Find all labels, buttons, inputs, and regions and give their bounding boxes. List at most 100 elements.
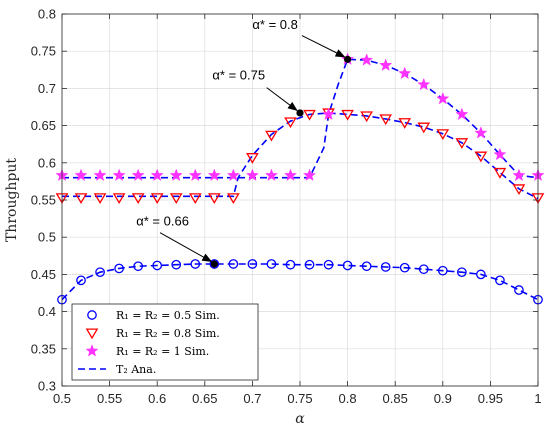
data-point-star (283, 168, 298, 182)
data-point-circle (304, 259, 315, 270)
data-point-triangle-down (93, 193, 107, 204)
legend-marker-circle (87, 310, 97, 320)
data-point-circle (114, 263, 124, 274)
x-tick-label: 0.85 (383, 391, 408, 406)
data-point-triangle-down (207, 193, 221, 204)
y-tick-label: 0.65 (31, 118, 56, 133)
data-point-triangle-down (417, 122, 431, 134)
data-point-circle (247, 259, 258, 269)
legend-entry-label: R₁ = R₂ = 1 Sim. (116, 345, 209, 358)
data-point-circle (476, 269, 486, 280)
annotation-arrow (266, 87, 298, 112)
x-tick-label: 1 (534, 391, 541, 406)
legend-entry-label: R₁ = R₂ = 0.5 Sim. (116, 309, 220, 322)
x-tick-label: 0.7 (243, 391, 261, 406)
data-point-circle (495, 275, 505, 286)
data-point-triangle-down (265, 130, 278, 142)
data-point-star (207, 168, 221, 182)
data-point-circle (228, 259, 239, 269)
data-point-circle (190, 259, 201, 269)
data-point-circle (76, 275, 86, 286)
data-point-circle (266, 259, 277, 269)
data-point-star (188, 168, 202, 182)
data-point-triangle-down (493, 167, 507, 179)
data-point-triangle-down (246, 153, 259, 164)
legend-entry-label: T₂ Ana. (116, 363, 156, 376)
legend-entry-label: R₁ = R₂ = 0.8 Sim. (116, 327, 220, 340)
y-axis-label: Throughput (4, 158, 20, 242)
data-point-circle (285, 259, 296, 270)
data-point-star (150, 168, 164, 182)
legend-marker-triangle-down (85, 328, 99, 340)
x-tick-label: 0.75 (287, 391, 312, 406)
x-axis-label: α (295, 411, 305, 427)
legend-marker-star (85, 344, 99, 357)
data-point-circle (342, 260, 353, 271)
data-point-circle (152, 260, 163, 271)
data-point-triangle-down (169, 193, 183, 204)
y-tick-label: 0.6 (38, 155, 56, 170)
x-tick-label: 0.9 (434, 391, 452, 406)
annotation-label: α* = 0.75 (212, 67, 265, 82)
data-point-triangle-down (150, 193, 164, 204)
data-point-triangle-down (188, 193, 202, 204)
x-tick-label: 0.6 (148, 391, 166, 406)
data-point-triangle-down (398, 118, 412, 129)
data-point-star (245, 168, 259, 182)
analytic-curve-3 (62, 58, 538, 179)
data-point-circle (95, 267, 105, 278)
data-point-star (321, 107, 336, 121)
y-tick-label: 0.75 (31, 44, 56, 59)
x-tick-label: 0.55 (97, 391, 122, 406)
data-point-star (226, 168, 240, 182)
data-point-star (436, 91, 450, 105)
data-point-circle (323, 259, 334, 270)
data-point-star (474, 126, 488, 139)
legend-box (71, 303, 259, 381)
data-point-star (302, 168, 317, 182)
data-point-circle (399, 262, 410, 273)
y-tick-label: 0.7 (38, 81, 56, 96)
y-tick-label: 0.3 (38, 379, 56, 394)
data-point-triangle-down (436, 129, 450, 141)
data-point-star (512, 168, 526, 182)
data-point-triangle-down (512, 184, 526, 196)
data-point-star (417, 77, 431, 91)
data-point-triangle-down (455, 138, 469, 149)
optimal-point (210, 260, 218, 268)
data-point-circle (514, 285, 524, 295)
data-point-circle (171, 259, 182, 270)
x-tick-label: 0.8 (339, 391, 357, 406)
data-point-circle (456, 267, 467, 278)
data-point-star (74, 168, 88, 182)
data-point-star (112, 168, 126, 182)
annotation-label: α* = 0.66 (136, 213, 189, 228)
legend: R₁ = R₂ = 0.5 Sim. R₁ = R₂ = 0.8 Sim. R₁ =… (71, 303, 259, 381)
data-point-triangle-down (284, 117, 297, 129)
data-point-triangle-down (227, 193, 240, 204)
data-point-circle (209, 259, 220, 269)
data-point-triangle-down (379, 114, 393, 126)
optimal-point (344, 55, 352, 63)
annotation-arrow (159, 232, 213, 262)
x-tick-label: 0.65 (192, 391, 217, 406)
x-tick-label: 0.5 (53, 391, 71, 406)
annotation-label: α* = 0.8 (252, 17, 297, 32)
data-point-star (360, 53, 374, 66)
data-point-triangle-down (74, 193, 88, 204)
data-point-star (264, 168, 279, 182)
data-point-triangle-down (341, 109, 354, 121)
data-point-circle (437, 265, 448, 276)
optimal-point (296, 109, 304, 117)
data-point-circle (133, 261, 144, 272)
annotation-arrow (301, 35, 346, 58)
data-point-triangle-down (112, 193, 126, 204)
axis-ticks: 0.5 0.55 0.6 0.65 0.7 0.75 0.8 0.85 0.9 0.95 1 0.3 0… (31, 7, 542, 407)
x-tick-label: 0.95 (478, 391, 503, 406)
analytic-curve-1 (62, 263, 538, 301)
data-point-triangle-down (303, 109, 316, 121)
data-point-circle (380, 262, 391, 272)
data-point-triangle-down (360, 111, 373, 123)
y-tick-label: 0.8 (38, 7, 56, 22)
